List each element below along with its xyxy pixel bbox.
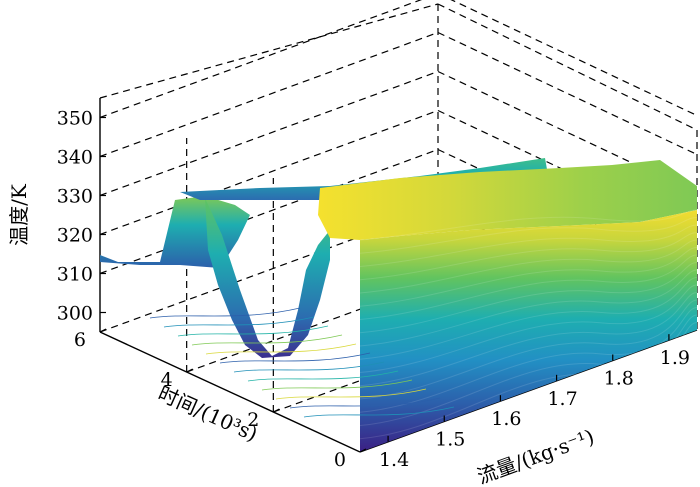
y-tick-mark bbox=[186, 368, 193, 373]
surface-contour bbox=[359, 292, 698, 387]
floor-contour bbox=[303, 406, 455, 418]
surface-contour bbox=[359, 232, 698, 281]
x-tick-label: 1.5 bbox=[435, 429, 465, 451]
y-tick-label: 4 bbox=[161, 369, 173, 391]
y-tick-label: 2 bbox=[247, 409, 259, 431]
y-tick-mark bbox=[273, 408, 280, 413]
surface-contour bbox=[359, 314, 698, 426]
z-axis-ticks: 300 310 320 330 340 350 bbox=[57, 108, 106, 325]
surface-front-face bbox=[360, 210, 697, 452]
x-axis-ticks: 1.4 1.5 1.6 1.7 1.8 1.9 bbox=[379, 334, 690, 471]
floor-contour bbox=[219, 352, 371, 364]
surface-contour bbox=[359, 254, 698, 320]
z-gridline-left-wall bbox=[99, 148, 439, 275]
surface-contour bbox=[359, 224, 698, 267]
z-tick-label: 310 bbox=[57, 264, 93, 286]
y-tick-label: 0 bbox=[334, 449, 346, 471]
y-tick-mark bbox=[359, 448, 367, 453]
surface-contour bbox=[359, 284, 698, 373]
floor-contour bbox=[289, 397, 441, 409]
surface-contour-lines bbox=[359, 209, 698, 440]
surface-contour bbox=[359, 299, 698, 400]
surface-top bbox=[318, 160, 697, 240]
surface-contour bbox=[359, 262, 698, 334]
surface bbox=[100, 158, 698, 452]
surface-back-ridge bbox=[180, 158, 548, 200]
surface-contour bbox=[359, 322, 698, 440]
y-axis-title: 时间/(10³s) bbox=[155, 381, 262, 446]
z-tick-label: 330 bbox=[57, 186, 93, 208]
z-gridline-right-wall bbox=[450, 0, 698, 117]
z-gridline-left-wall bbox=[99, 31, 439, 158]
z-gridline-left-wall bbox=[99, 70, 439, 197]
x-tick-label: 1.4 bbox=[379, 449, 409, 471]
x-tick-label: 1.6 bbox=[491, 408, 521, 430]
z-gridline-left-wall bbox=[99, 109, 439, 236]
x-tick-label: 1.7 bbox=[547, 388, 577, 410]
floor-contour bbox=[191, 334, 343, 346]
y-axis-ticks: 0 2 4 6 bbox=[74, 328, 367, 471]
surface-valley bbox=[205, 198, 330, 358]
surface-contour bbox=[359, 277, 698, 360]
x-tick-label: 1.8 bbox=[604, 368, 634, 390]
floor-contour bbox=[149, 307, 301, 319]
x-axis-title: 流量/(kg·s⁻¹) bbox=[474, 424, 597, 487]
x-tick-label: 1.9 bbox=[660, 347, 690, 369]
surface-contour bbox=[359, 247, 698, 307]
surface-contour bbox=[359, 239, 698, 294]
back-top-right-edge bbox=[437, 3, 698, 131]
surface-contour bbox=[359, 269, 698, 347]
y-axis-line bbox=[99, 331, 361, 453]
z-gridline-left-wall bbox=[99, 0, 423, 119]
z-tick-label: 300 bbox=[57, 303, 93, 325]
y-tick-label: 6 bbox=[74, 329, 86, 351]
z-gridline-right-wall bbox=[437, 31, 698, 156]
floor-contour bbox=[247, 370, 399, 382]
y-tick-mark bbox=[99, 328, 107, 333]
wall-gridlines bbox=[99, 0, 698, 413]
z-axis-title: 温度/K bbox=[7, 183, 31, 246]
floor-contour bbox=[233, 361, 385, 373]
surface-contour bbox=[359, 307, 698, 413]
surface-contour bbox=[359, 217, 698, 254]
surface-contour bbox=[359, 209, 698, 241]
z-tick-label: 320 bbox=[57, 225, 93, 247]
z-tick-label: 340 bbox=[57, 147, 93, 169]
floor-contour bbox=[205, 343, 357, 355]
floor-contour bbox=[163, 316, 315, 328]
floor-contour-lines bbox=[149, 307, 455, 418]
floor-contour bbox=[177, 325, 329, 337]
floor-contour bbox=[275, 388, 427, 400]
back-top-left-edge bbox=[99, 3, 439, 99]
floor-contour bbox=[261, 379, 413, 391]
z-tick-label: 350 bbox=[57, 108, 93, 130]
